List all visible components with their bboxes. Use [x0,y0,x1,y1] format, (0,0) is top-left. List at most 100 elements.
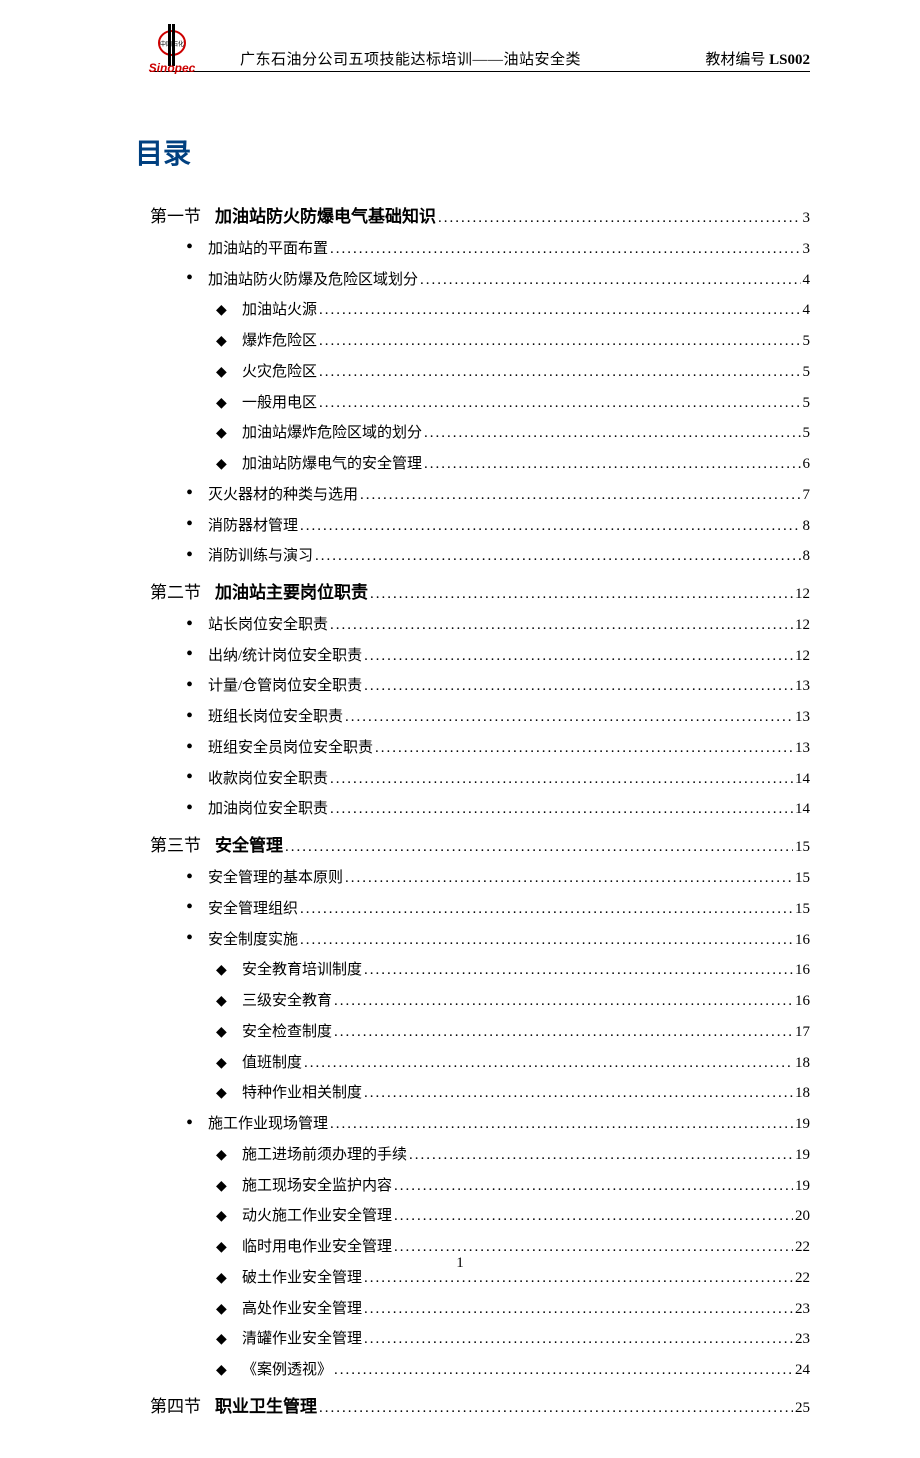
toc-entry: ◆爆炸危险区5 [216,330,810,353]
toc-entry-page: 5 [803,330,811,353]
toc-entry-label: •安全管理组织 [186,898,298,921]
toc-entry: ◆火灾危险区5 [216,361,810,384]
toc-entry-label: •班组安全员岗位安全职责 [186,737,373,760]
toc-entry: •安全管理组织 15 [186,898,810,921]
toc-leader [420,269,800,292]
toc-entry-page: 13 [795,737,810,760]
toc-entry-page: 13 [795,706,810,729]
toc-entry-label: 第三节安全管理 [150,833,283,859]
toc-leader [424,422,800,445]
toc-entry-page: 4 [803,299,811,322]
toc-leader [375,737,793,760]
toc-entry-page: 15 [795,867,810,890]
toc-section-heading: 第二节加油站主要岗位职责12 [150,576,810,606]
toc-section-heading: 第四节职业卫生管理25 [150,1390,810,1420]
toc-leader [319,299,800,322]
toc-leader [409,1144,793,1167]
toc-entry-label: •安全管理的基本原则 [186,867,343,890]
toc-leader [304,1052,793,1075]
toc-entry-label: ◆加油站爆炸危险区域的划分 [216,422,422,445]
toc-entry: ◆值班制度18 [216,1052,810,1075]
toc-entry-page: 12 [795,645,810,668]
toc-entry: ◆安全检查制度 17 [216,1021,810,1044]
toc-entry: ◆施工进场前须办理的手续 19 [216,1144,810,1167]
toc-entry-page: 12 [795,614,810,637]
toc-entry: ◆加油站防爆电气的安全管理6 [216,453,810,476]
toc-title: 目录 [135,132,810,172]
sinopec-logo: 中国石化 Sinopec [145,22,200,74]
toc-entry: •班组长岗位安全职责 13 [186,706,810,729]
toc-leader [364,645,793,668]
toc-entry-page: 19 [795,1144,810,1167]
toc-entry-page: 20 [795,1205,810,1228]
toc-section-heading: 第三节安全管理 15 [150,829,810,859]
toc-leader [370,583,793,606]
toc-entry-page: 14 [795,768,810,791]
toc-entry-page: 14 [795,798,810,821]
toc-leader [364,1082,793,1105]
toc-entry-page: 16 [795,990,810,1013]
toc-entry-page: 19 [795,1175,810,1198]
toc-entry: ◆安全教育培训制度 16 [216,959,810,982]
toc-entry-label: •出纳/统计岗位安全职责 [186,645,362,668]
toc-entry-page: 15 [795,836,810,859]
doc-code: LS002 [769,52,810,68]
toc-entry-page: 25 [795,1397,810,1420]
toc-entry-label: 第一节加油站防火防爆电气基础知识 [150,204,436,230]
toc-entry: •消防训练与演习 8 [186,545,810,568]
toc-leader [345,867,793,890]
toc-entry-label: ◆特种作业相关制度 [216,1082,362,1105]
toc-leader [330,614,793,637]
toc-entry-label: •灭火器材的种类与选用 [186,484,358,507]
toc-leader [345,706,793,729]
toc-entry-label: ◆动火施工作业安全管理 [216,1205,392,1228]
toc-entry-label: ◆施工进场前须办理的手续 [216,1144,407,1167]
toc-entry: ◆清罐作业安全管理23 [216,1328,810,1351]
doc-label: 教材编号 [705,52,765,68]
toc-entry-label: •消防训练与演习 [186,545,313,568]
toc-entry-label: ◆安全检查制度 [216,1021,332,1044]
header-title: 广东石油分公司五项技能达标培训——油站安全类 [240,48,581,69]
toc-entry-page: 19 [795,1113,810,1136]
toc-entry-label: ◆值班制度 [216,1052,302,1075]
toc-leader [319,1397,793,1420]
toc-entry: •加油站的平面布置3 [186,238,810,261]
toc-entry-page: 23 [795,1298,810,1321]
toc-entry-label: •班组长岗位安全职责 [186,706,343,729]
toc-entry-label: •安全制度实施 [186,929,298,952]
toc-entry-page: 3 [803,238,811,261]
toc-entry: •计量/仓管岗位安全职责13 [186,675,810,698]
toc-entry-page: 17 [795,1021,810,1044]
toc-entry-label: ◆一般用电区 [216,392,317,415]
toc-entry-page: 3 [803,207,811,230]
svg-text:Sinopec: Sinopec [149,61,196,74]
toc-entry-label: •收款岗位安全职责 [186,768,328,791]
toc-entry: •灭火器材的种类与选用 7 [186,484,810,507]
toc-entry: •消防器材管理8 [186,515,810,538]
toc-leader [300,515,800,538]
page-number: 1 [0,1255,920,1272]
toc-entry: ◆加油站火源4 [216,299,810,322]
toc-entry-page: 15 [795,898,810,921]
toc-entry-label: •站长岗位安全职责 [186,614,328,637]
header-doc-id: 教材编号 LS002 [705,48,810,69]
toc-entry-label: ◆三级安全教育 [216,990,332,1013]
toc-entry-page: 16 [795,929,810,952]
toc-entry: •安全管理的基本原则 15 [186,867,810,890]
toc-entry-page: 16 [795,959,810,982]
toc-entry-page: 5 [803,361,811,384]
toc-entry-label: ◆加油站防爆电气的安全管理 [216,453,422,476]
toc-entry-page: 5 [803,392,811,415]
toc-entry-label: ◆安全教育培训制度 [216,959,362,982]
toc-entry: ◆《案例透视》24 [216,1359,810,1382]
toc-entry: •施工作业现场管理19 [186,1113,810,1136]
toc-leader [330,798,793,821]
toc-leader [334,1021,793,1044]
page-header: 中国石化 Sinopec 广东石油分公司五项技能达标培训——油站安全类 教材编号… [150,48,810,72]
toc-entry-page: 8 [803,545,811,568]
toc-leader [394,1175,793,1198]
toc-leader [424,453,800,476]
toc-entry-label: ◆施工现场安全监护内容 [216,1175,392,1198]
toc-entry-page: 13 [795,675,810,698]
toc-entry-page: 7 [803,484,811,507]
